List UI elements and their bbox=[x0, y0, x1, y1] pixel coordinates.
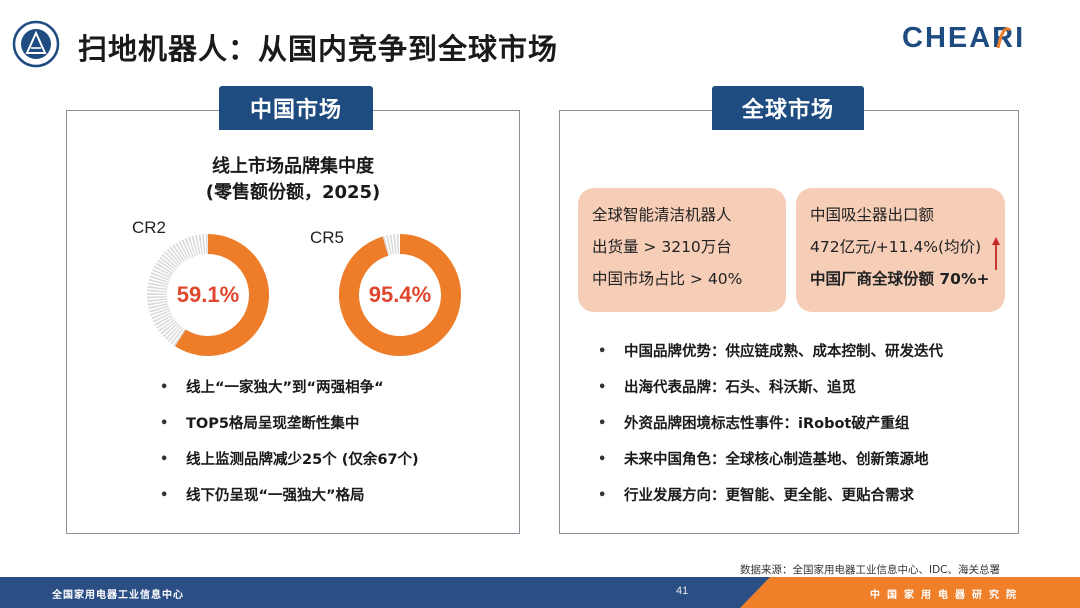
footer-organization: 全国家用电器工业信息中心 bbox=[52, 590, 184, 601]
cr5-label: CR5 bbox=[310, 228, 345, 247]
stat-line: 中国吸尘器出口额 bbox=[810, 206, 935, 224]
list-item: 线上监测品牌减少25个 (仅余67个) bbox=[158, 450, 419, 486]
footer-right-band bbox=[740, 577, 1080, 608]
brand-logo: CHEARI bbox=[902, 22, 1025, 54]
cr2-donut-chart bbox=[147, 234, 269, 356]
stat-line: 472亿元/+11.4%(均价) bbox=[810, 238, 982, 256]
share-slice bbox=[339, 234, 461, 356]
page-number: 41 bbox=[676, 585, 689, 597]
institute-seal-logo bbox=[12, 20, 60, 68]
footer: 全国家用电器工业信息中心 41 中国家用电器研究院 bbox=[0, 577, 1080, 608]
cr5-value-label: 95.4% bbox=[368, 282, 432, 307]
china-market-bullets: 线上“一家独大”到“两强相争“ TOP5格局呈现垄断性集中 线上监测品牌减少25… bbox=[158, 378, 419, 522]
up-arrow-icon bbox=[992, 237, 1000, 270]
list-item: 线下仍呈现“一强独大”格局 bbox=[158, 486, 419, 522]
list-item: 外资品牌困境标志性事件：iRobot破产重组 bbox=[596, 414, 943, 450]
footer-institute: 中国家用电器研究院 bbox=[870, 590, 1023, 601]
list-item: 未来中国角色：全球核心制造基地、创新策源地 bbox=[596, 450, 943, 486]
list-item: 线上“一家独大”到“两强相争“ bbox=[158, 378, 419, 414]
global-market-bullets: 中国品牌优势：供应链成熟、成本控制、研发迭代 出海代表品牌：石头、科沃斯、追觅 … bbox=[596, 342, 943, 522]
share-slice bbox=[175, 234, 269, 356]
list-item: 中国品牌优势：供应链成熟、成本控制、研发迭代 bbox=[596, 342, 943, 378]
tab-china-market: 中国市场 bbox=[219, 86, 373, 130]
remainder-slice bbox=[382, 234, 401, 256]
list-item: 出海代表品牌：石头、科沃斯、追觅 bbox=[596, 378, 943, 414]
page-title: 扫地机器人：从国内竞争到全球市场 bbox=[78, 32, 559, 66]
stat-line: 中国厂商全球份额 70%+ bbox=[810, 270, 990, 288]
cr2-label: CR2 bbox=[132, 218, 167, 237]
stat-line: 全球智能清洁机器人 bbox=[592, 206, 732, 224]
cr2-value-label: 59.1% bbox=[176, 282, 240, 307]
remainder-slice bbox=[147, 234, 209, 347]
list-item: TOP5格局呈现垄断性集中 bbox=[158, 414, 419, 450]
global-shipment-stat-box: 全球智能清洁机器人 出货量 > 3210万台 中国市场占比 > 40% bbox=[578, 188, 786, 312]
chart-subtitle: (零售额份额，2025) bbox=[205, 182, 381, 203]
export-stat-box: 中国吸尘器出口额 472亿元/+11.4%(均价) 中国厂商全球份额 70%+ bbox=[796, 188, 1005, 312]
tab-global-market: 全球市场 bbox=[712, 86, 864, 130]
list-item: 行业发展方向：更智能、更全能、更贴合需求 bbox=[596, 486, 943, 522]
stat-line: 中国市场占比 > 40% bbox=[592, 270, 743, 288]
chart-title: 线上市场品牌集中度 bbox=[212, 156, 374, 177]
cr5-donut-chart bbox=[339, 234, 461, 356]
source-note: 数据来源：全国家用电器工业信息中心、IDC、海关总署 bbox=[740, 564, 1001, 576]
footer-left-band bbox=[0, 577, 770, 608]
stat-line: 出货量 > 3210万台 bbox=[592, 238, 732, 256]
svg-text:CHEARI: CHEARI bbox=[902, 22, 1025, 54]
